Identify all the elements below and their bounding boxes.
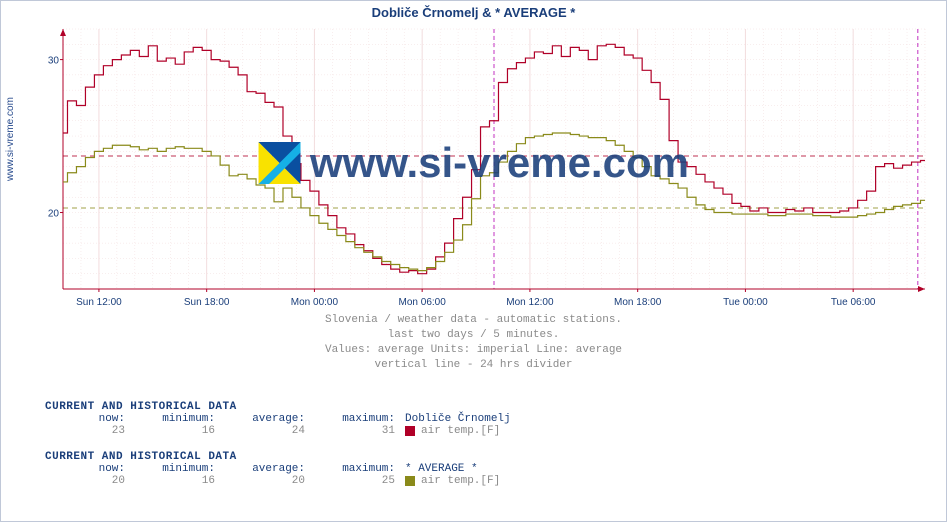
series-swatch-icon xyxy=(405,426,415,436)
x-tick-label: Sun 12:00 xyxy=(76,297,122,308)
series-label: air temp.[F] xyxy=(421,475,500,487)
label-now: now: xyxy=(45,463,135,475)
x-tick-label: Mon 18:00 xyxy=(614,297,661,308)
svg-text:20: 20 xyxy=(48,209,60,220)
label-avg: average: xyxy=(225,463,315,475)
svg-text:30: 30 xyxy=(48,56,60,67)
label-max: maximum: xyxy=(315,413,405,425)
caption-line: Values: average Units: imperial Line: av… xyxy=(1,343,946,358)
chart-container: Dobliče Črnomelj & * AVERAGE * www.si-vr… xyxy=(0,0,947,522)
x-tick-label: Tue 00:00 xyxy=(723,297,768,308)
label-min: minimum: xyxy=(135,463,225,475)
x-tick-label: Mon 06:00 xyxy=(399,297,446,308)
label-min: minimum: xyxy=(135,413,225,425)
x-tick-label: Mon 12:00 xyxy=(506,297,553,308)
y-axis-label: www.si-vreme.com xyxy=(5,97,16,181)
val-avg: 24 xyxy=(225,425,315,437)
x-tick-label: Mon 00:00 xyxy=(291,297,338,308)
data-block-heading: CURRENT AND HISTORICAL DATA xyxy=(45,401,936,413)
label-max: maximum: xyxy=(315,463,405,475)
plot-area: 2030 xyxy=(41,25,931,295)
val-avg: 20 xyxy=(225,475,315,487)
chart-caption: Slovenia / weather data - automatic stat… xyxy=(1,313,946,372)
caption-line: vertical line - 24 hrs divider xyxy=(1,358,946,373)
x-axis-labels: Sun 12:00 Sun 18:00 Mon 00:00 Mon 06:00 Mon … xyxy=(41,297,931,311)
chart-title: Dobliče Črnomelj & * AVERAGE * xyxy=(1,5,946,20)
val-min: 16 xyxy=(135,425,225,437)
label-now: now: xyxy=(45,413,135,425)
val-max: 31 xyxy=(315,425,405,437)
caption-line: Slovenia / weather data - automatic stat… xyxy=(1,313,946,328)
series-name: * AVERAGE * xyxy=(405,463,478,475)
series-name: Dobliče Črnomelj xyxy=(405,413,511,425)
x-tick-label: Sun 18:00 xyxy=(184,297,230,308)
data-block-heading: CURRENT AND HISTORICAL DATA xyxy=(45,451,936,463)
val-min: 16 xyxy=(135,475,225,487)
series-label: air temp.[F] xyxy=(421,425,500,437)
val-now: 23 xyxy=(45,425,135,437)
data-block-0: CURRENT AND HISTORICAL DATA now: minimum… xyxy=(45,401,936,437)
x-tick-label: Tue 06:00 xyxy=(831,297,876,308)
data-blocks: CURRENT AND HISTORICAL DATA now: minimum… xyxy=(45,401,936,501)
caption-line: last two days / 5 minutes. xyxy=(1,328,946,343)
label-avg: average: xyxy=(225,413,315,425)
series-swatch-icon xyxy=(405,476,415,486)
val-max: 25 xyxy=(315,475,405,487)
data-block-1: CURRENT AND HISTORICAL DATA now: minimum… xyxy=(45,451,936,487)
chart-svg: 2030 xyxy=(41,25,931,295)
val-now: 20 xyxy=(45,475,135,487)
